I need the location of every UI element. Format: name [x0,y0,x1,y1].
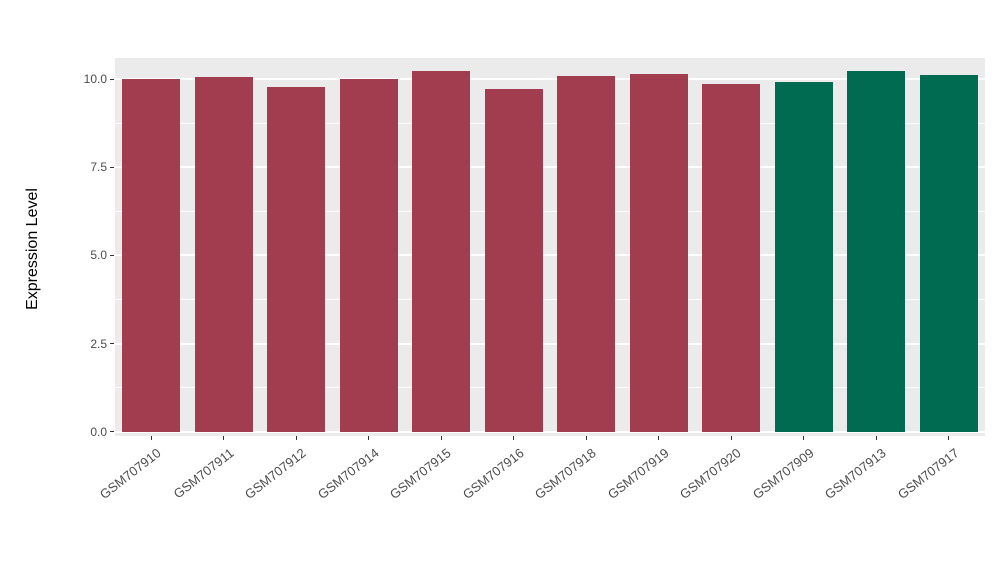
major-gridline [115,430,985,433]
bar-slot-GSM707909 [768,58,841,432]
bar-slot-GSM707913 [840,58,913,432]
y-tick-label: 0.0 [90,424,107,439]
bars-container [115,58,985,436]
bar-slot-GSM707916 [478,58,551,432]
bar-GSM707919 [629,73,688,432]
x-tick-label-GSM707912: GSM707912 [242,445,309,502]
bar-slot-GSM707912 [260,58,333,432]
x-tick-label-GSM707909: GSM707909 [749,445,817,502]
major-gridline [115,78,985,81]
bar-slot-GSM707914 [333,58,406,432]
bar-GSM707918 [557,75,616,432]
y-tick-mark [110,343,114,345]
x-tick-mark [513,436,515,440]
bar-slot-GSM707918 [550,58,623,432]
minor-gridline [115,387,985,389]
major-gridline [115,342,985,345]
x-tick-mark [440,436,442,440]
bar-slot-GSM707919 [623,58,696,432]
minor-gridline [115,210,985,212]
x-tick-label-GSM707920: GSM707920 [677,445,744,502]
bar-GSM707909 [774,81,833,432]
x-tick-mark [658,436,660,440]
bar-slot-GSM707917 [913,58,986,432]
x-tick-mark [295,436,297,440]
x-tick-label-GSM707919: GSM707919 [604,445,672,502]
x-tick-label-GSM707918: GSM707918 [532,445,599,502]
major-gridline [115,254,985,257]
y-tick-mark [110,254,114,256]
x-tick-label-GSM707913: GSM707913 [822,445,889,502]
x-tick-mark [875,436,877,440]
y-tick-mark [110,78,114,80]
major-gridline [115,166,985,169]
minor-gridline [115,299,985,301]
x-tick-label-GSM707915: GSM707915 [387,445,454,502]
x-tick-label-GSM707910: GSM707910 [97,445,164,502]
bar-slot-GSM707910 [115,58,188,432]
minor-gridline [115,122,985,124]
x-tick-mark [730,436,732,440]
x-tick-label-GSM707914: GSM707914 [314,445,382,502]
x-tick-mark [150,436,152,440]
bar-slot-GSM707911 [188,58,261,432]
x-tick-mark [585,436,587,440]
bar-GSM707915 [412,71,471,432]
bar-GSM707914 [339,79,398,432]
x-tick-mark [223,436,225,440]
y-tick-mark [110,166,114,168]
bar-slot-GSM707920 [695,58,768,432]
y-tick-label: 5.0 [90,248,107,263]
bar-GSM707916 [484,89,543,432]
x-tick-label-GSM707917: GSM707917 [894,445,962,502]
y-tick-label: 10.0 [83,72,107,87]
bar-GSM707917 [919,74,978,432]
x-tick-mark [368,436,370,440]
x-tick-label-GSM707911: GSM707911 [170,445,237,502]
y-tick-label: 7.5 [90,160,107,175]
plot-panel [115,58,985,436]
bar-slot-GSM707915 [405,58,478,432]
bar-GSM707913 [847,71,906,432]
bar-GSM707910 [122,79,181,432]
bar-GSM707911 [194,77,253,432]
bar-GSM707920 [702,83,761,432]
bar-GSM707912 [267,86,326,432]
x-tick-mark [803,436,805,440]
x-tick-label-GSM707916: GSM707916 [459,445,527,502]
x-tick-mark [948,436,950,440]
y-tick-label: 2.5 [90,336,107,351]
y-tick-mark [110,431,114,433]
y-axis-title: Expression Level [24,188,41,310]
